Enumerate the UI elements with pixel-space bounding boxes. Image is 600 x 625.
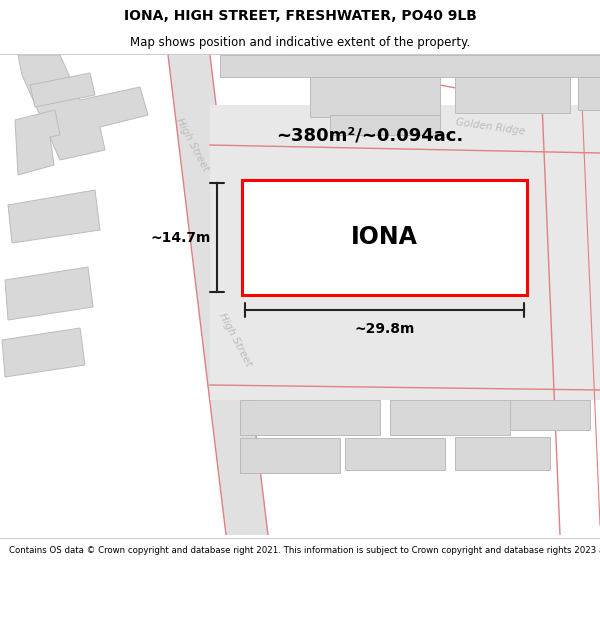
Text: IONA: IONA — [351, 226, 418, 249]
Text: Golden Ridge: Golden Ridge — [455, 117, 525, 137]
Text: ~29.8m: ~29.8m — [355, 322, 415, 336]
Polygon shape — [510, 400, 590, 430]
Polygon shape — [330, 115, 440, 135]
Polygon shape — [15, 110, 60, 175]
Bar — [210, 105, 600, 400]
Polygon shape — [455, 77, 570, 113]
Polygon shape — [5, 267, 93, 320]
Polygon shape — [240, 400, 380, 435]
Text: Contains OS data © Crown copyright and database right 2021. This information is : Contains OS data © Crown copyright and d… — [9, 546, 600, 555]
Polygon shape — [2, 328, 85, 377]
Polygon shape — [220, 55, 600, 77]
Polygon shape — [345, 438, 445, 470]
Text: High Street: High Street — [174, 117, 210, 173]
Polygon shape — [240, 438, 340, 473]
Polygon shape — [168, 55, 268, 535]
Polygon shape — [8, 190, 100, 243]
Text: ~14.7m: ~14.7m — [151, 231, 211, 244]
Text: ~380m²/~0.094ac.: ~380m²/~0.094ac. — [277, 126, 464, 144]
Polygon shape — [310, 77, 440, 117]
Text: High Street: High Street — [217, 312, 253, 368]
Bar — [242, 180, 527, 295]
Polygon shape — [578, 77, 600, 110]
Polygon shape — [390, 400, 510, 435]
Polygon shape — [18, 55, 148, 160]
Polygon shape — [455, 437, 550, 470]
Text: Map shows position and indicative extent of the property.: Map shows position and indicative extent… — [130, 36, 470, 49]
Text: IONA, HIGH STREET, FRESHWATER, PO40 9LB: IONA, HIGH STREET, FRESHWATER, PO40 9LB — [124, 9, 476, 24]
Polygon shape — [30, 73, 95, 107]
